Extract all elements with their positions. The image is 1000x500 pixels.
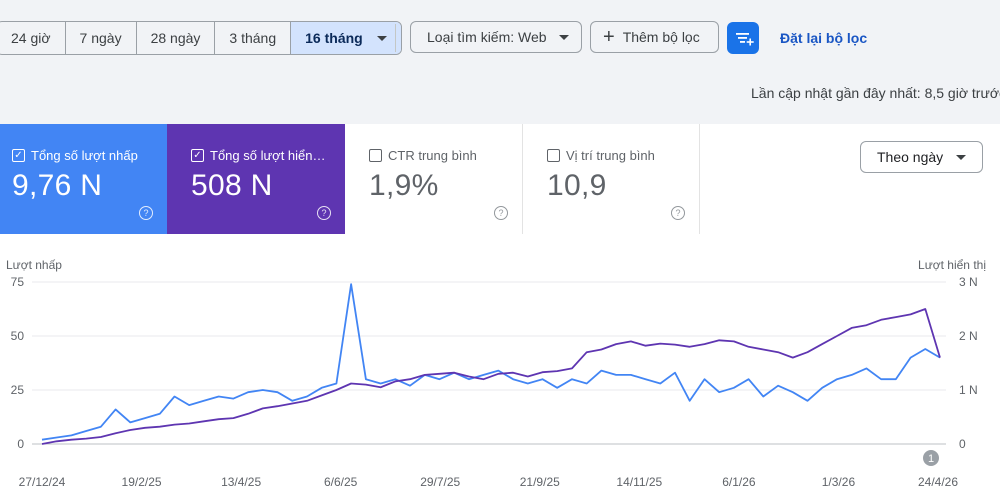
chevron-down-icon: [559, 34, 569, 40]
period-select-label: Theo ngày: [877, 149, 944, 165]
checkbox-unchecked-icon[interactable]: [547, 149, 560, 162]
help-icon[interactable]: ?: [494, 206, 508, 220]
x-tick-label: 6/6/25: [324, 475, 358, 489]
range-24h[interactable]: 24 giờ: [0, 22, 66, 54]
x-tick-label: 1/3/26: [822, 475, 856, 489]
chevron-down-icon: [376, 35, 387, 41]
y-right-tick-label: 1 N: [959, 383, 978, 397]
range-28d[interactable]: 28 ngày: [137, 22, 216, 54]
performance-chart: Lượt nhấp Lượt hiển thị 0 0 25 1 N 50 2 N 75 3 N 2…: [6, 258, 986, 489]
series-line-clicks: [41, 283, 941, 441]
plus-icon: +: [603, 26, 615, 48]
x-tick-label: 6/1/26: [722, 475, 756, 489]
metric-value: 1,9%: [369, 169, 439, 202]
range-3m[interactable]: 3 tháng: [215, 22, 292, 54]
range-16m-label: 16 tháng: [305, 30, 363, 46]
y-left-axis-title: Lượt nhấp: [6, 258, 62, 272]
y-left-tick-label: 50: [11, 329, 25, 343]
metric-label: Tổng số lượt nhấp: [31, 148, 138, 163]
range-7d[interactable]: 7 ngày: [66, 22, 137, 54]
x-tick-label: 21/9/25: [520, 475, 560, 489]
date-range-selector: 24 giờ 7 ngày 28 ngày 3 tháng 16 tháng: [0, 21, 402, 55]
x-tick-label: 24/4/26: [918, 475, 958, 489]
search-type-select[interactable]: Loại tìm kiếm: Web: [410, 21, 582, 53]
y-right-tick-label: 2 N: [959, 329, 978, 343]
reset-filters-link[interactable]: Đặt lại bộ lọc: [780, 30, 868, 46]
toolbar-divider: [395, 24, 396, 52]
metric-label: CTR trung bình: [388, 148, 477, 163]
y-left-tick-label: 75: [11, 275, 25, 289]
search-type-label: Loại tìm kiếm: Web: [427, 29, 547, 45]
metric-average-ctr[interactable]: CTR trung bình 1,9% ?: [345, 124, 523, 234]
x-tick-label: 27/12/24: [19, 475, 66, 489]
x-tick-label: 14/11/25: [616, 475, 662, 489]
metric-value: 508 N: [191, 169, 273, 202]
y-right-tick-label: 3 N: [959, 275, 978, 289]
toolbar: 24 giờ 7 ngày 28 ngày 3 tháng 16 tháng L…: [0, 0, 1000, 78]
annotation-marker[interactable]: [923, 450, 939, 466]
metric-average-position[interactable]: Vị trí trung bình 10,9 ?: [523, 124, 700, 234]
filter-list-icon: [736, 33, 754, 46]
metric-label: Tổng số lượt hiển…: [210, 148, 326, 163]
annotation-marker-label: 1: [928, 453, 934, 465]
checkbox-checked-icon[interactable]: ✓: [12, 149, 25, 162]
x-tick-label: 29/7/25: [420, 475, 460, 489]
help-icon[interactable]: ?: [139, 206, 153, 220]
last-updated-text: Lần cập nhật gần đây nhất: 8,5 giờ trước: [751, 85, 1000, 101]
help-icon[interactable]: ?: [317, 206, 331, 220]
metric-value: 9,76 N: [12, 169, 103, 202]
y-right-axis-title: Lượt hiển thị: [918, 258, 986, 272]
y-right-tick-label: 0: [959, 437, 966, 451]
metric-value: 10,9: [547, 169, 607, 202]
y-left-tick-label: 0: [17, 437, 24, 451]
metric-label: Vị trí trung bình: [566, 148, 655, 163]
y-left-tick-label: 25: [11, 383, 25, 397]
checkbox-checked-icon[interactable]: ✓: [191, 149, 204, 162]
metric-total-clicks[interactable]: ✓ Tổng số lượt nhấp 9,76 N ?: [0, 124, 167, 234]
filter-settings-button[interactable]: [727, 22, 759, 54]
add-filter-label: Thêm bộ lọc: [622, 29, 700, 45]
checkbox-unchecked-icon[interactable]: [369, 149, 382, 162]
x-tick-label: 19/2/25: [122, 475, 162, 489]
help-icon[interactable]: ?: [671, 206, 685, 220]
add-filter-button[interactable]: + Thêm bộ lọc: [590, 21, 719, 53]
metric-total-impressions[interactable]: ✓ Tổng số lượt hiển… 508 N ?: [167, 124, 345, 234]
range-16m[interactable]: 16 tháng: [291, 22, 401, 54]
series-line-impressions: [41, 308, 941, 445]
x-tick-label: 13/4/25: [221, 475, 261, 489]
chevron-down-icon: [956, 154, 966, 160]
period-select[interactable]: Theo ngày: [860, 141, 983, 173]
